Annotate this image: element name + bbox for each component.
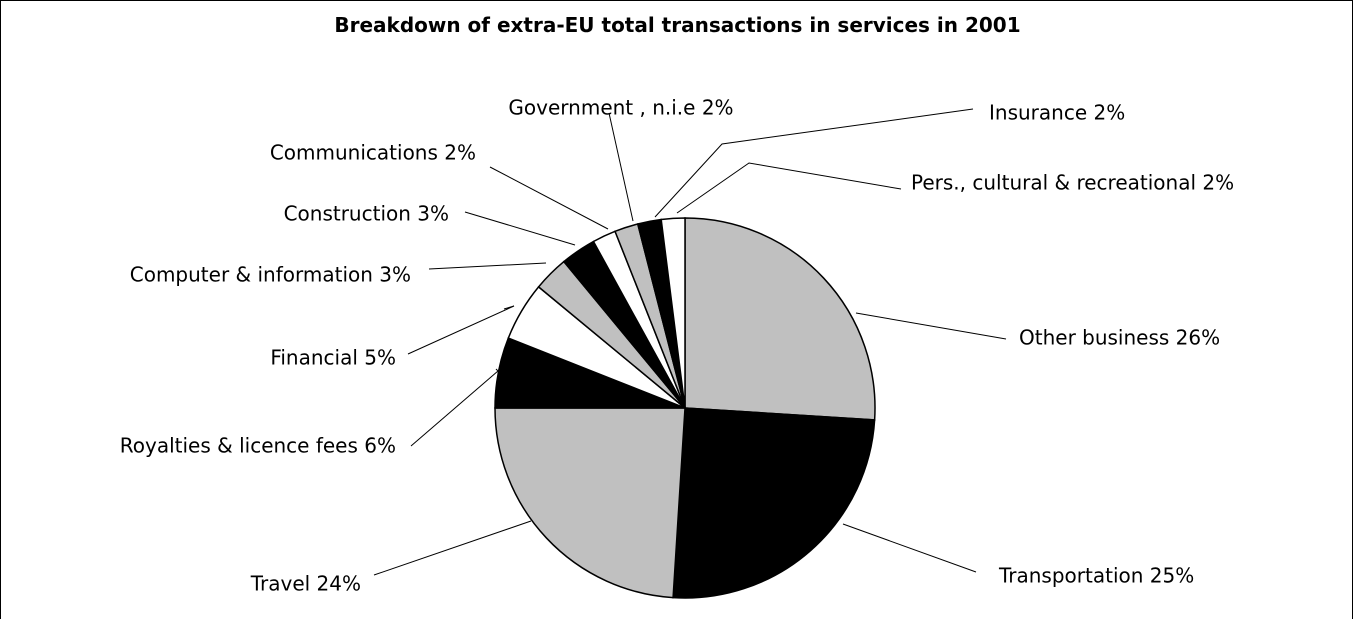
slice-label: Pers., cultural & recreational 2% [911,171,1234,195]
leader-line [855,312,1007,340]
leader-line [373,520,532,576]
slice-label: Royalties & licence fees 6% [120,434,396,458]
slice-label: Financial 5% [270,346,396,370]
pie-slice-other-business [684,217,876,421]
slice-label: Transportation 25% [998,564,1194,588]
leader-line [842,523,977,573]
leader-line [608,112,634,222]
slice-label: Computer & information 3% [130,263,411,287]
slice-label: Communications 2% [270,141,476,165]
leader-line [654,108,974,218]
leader-line [489,166,609,230]
pie-slice-travel [494,407,686,599]
pie-slice-pers-cultural-recreational [660,217,686,409]
slice-label: Other business 26% [1019,326,1220,350]
leader-line [410,368,499,447]
slice-label: Construction 3% [284,202,449,226]
leader-line [428,262,547,270]
pie-slice-transportation [672,407,876,599]
leader-line [464,211,576,246]
slice-label: Travel 24% [250,572,361,596]
slice-label: Insurance 2% [989,101,1125,125]
leader-line [407,305,515,355]
slice-label: Government , n.i.e 2% [508,96,733,120]
chart-title: Breakdown of extra-EU total transactions… [334,13,1021,37]
leader-line [676,162,902,214]
